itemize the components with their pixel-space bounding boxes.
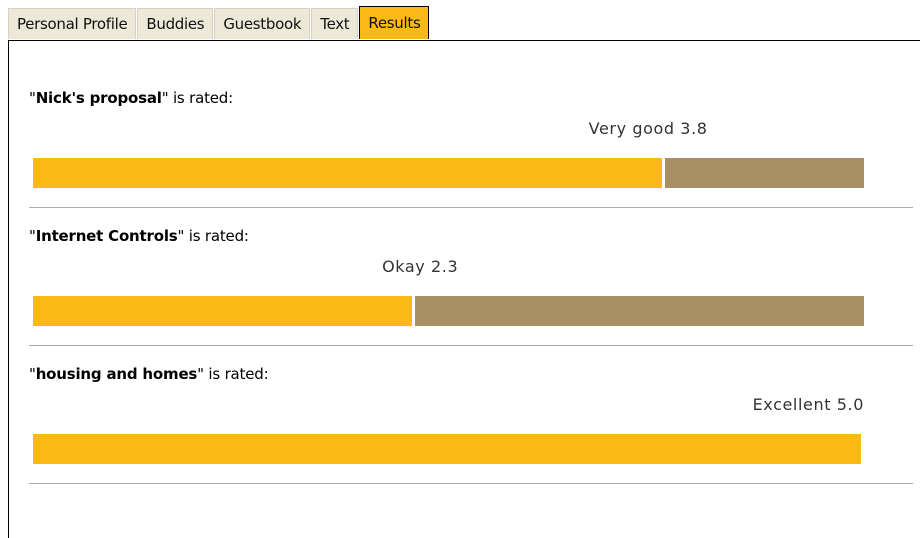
quote-open: " — [29, 227, 36, 245]
item-name: Nick's proposal — [35, 89, 162, 107]
bar-track — [33, 434, 864, 464]
rating-item: "housing and homes" is rated: Excellent 5… — [29, 317, 913, 484]
rating-label: Excellent 5.0 — [752, 395, 864, 414]
quote-open: " — [29, 89, 36, 107]
item-name: housing and homes — [35, 365, 198, 383]
rating-label: Okay 2.3 — [382, 257, 459, 276]
tab[interactable]: Guestbook — [214, 8, 311, 39]
bar-fill — [33, 296, 416, 326]
rating-item: "Internet Controls" is rated: Okay 2.3 — [29, 179, 913, 346]
item-title: "Internet Controls" is rated: — [29, 227, 249, 245]
separator — [29, 207, 913, 208]
item-name: Internet Controls — [35, 227, 178, 245]
tab-bar: Personal Profile Buddies Guestbook Text Resu… — [8, 6, 430, 40]
rating-item: "Nick's proposal" is rated: Very good 3.8 — [29, 41, 913, 208]
tab[interactable]: Buddies — [137, 8, 214, 39]
rated-text: " is rated: — [197, 365, 269, 383]
bar-track — [33, 296, 864, 326]
separator — [29, 345, 913, 346]
rating-label: Very good 3.8 — [588, 119, 708, 138]
bar-fill — [33, 158, 665, 188]
results-panel: "Nick's proposal" is rated: Very good 3.8… — [8, 40, 920, 538]
tab[interactable]: Results — [359, 6, 430, 39]
tab[interactable]: Personal Profile — [8, 8, 137, 39]
bar-fill — [33, 434, 864, 464]
rated-text: " is rated: — [161, 89, 233, 107]
item-title: "Nick's proposal" is rated: — [29, 89, 233, 107]
separator — [29, 483, 913, 484]
rated-text: " is rated: — [177, 227, 249, 245]
bar-track — [33, 158, 864, 188]
quote-open: " — [29, 365, 36, 383]
item-title: "housing and homes" is rated: — [29, 365, 269, 383]
tab[interactable]: Text — [311, 8, 359, 39]
